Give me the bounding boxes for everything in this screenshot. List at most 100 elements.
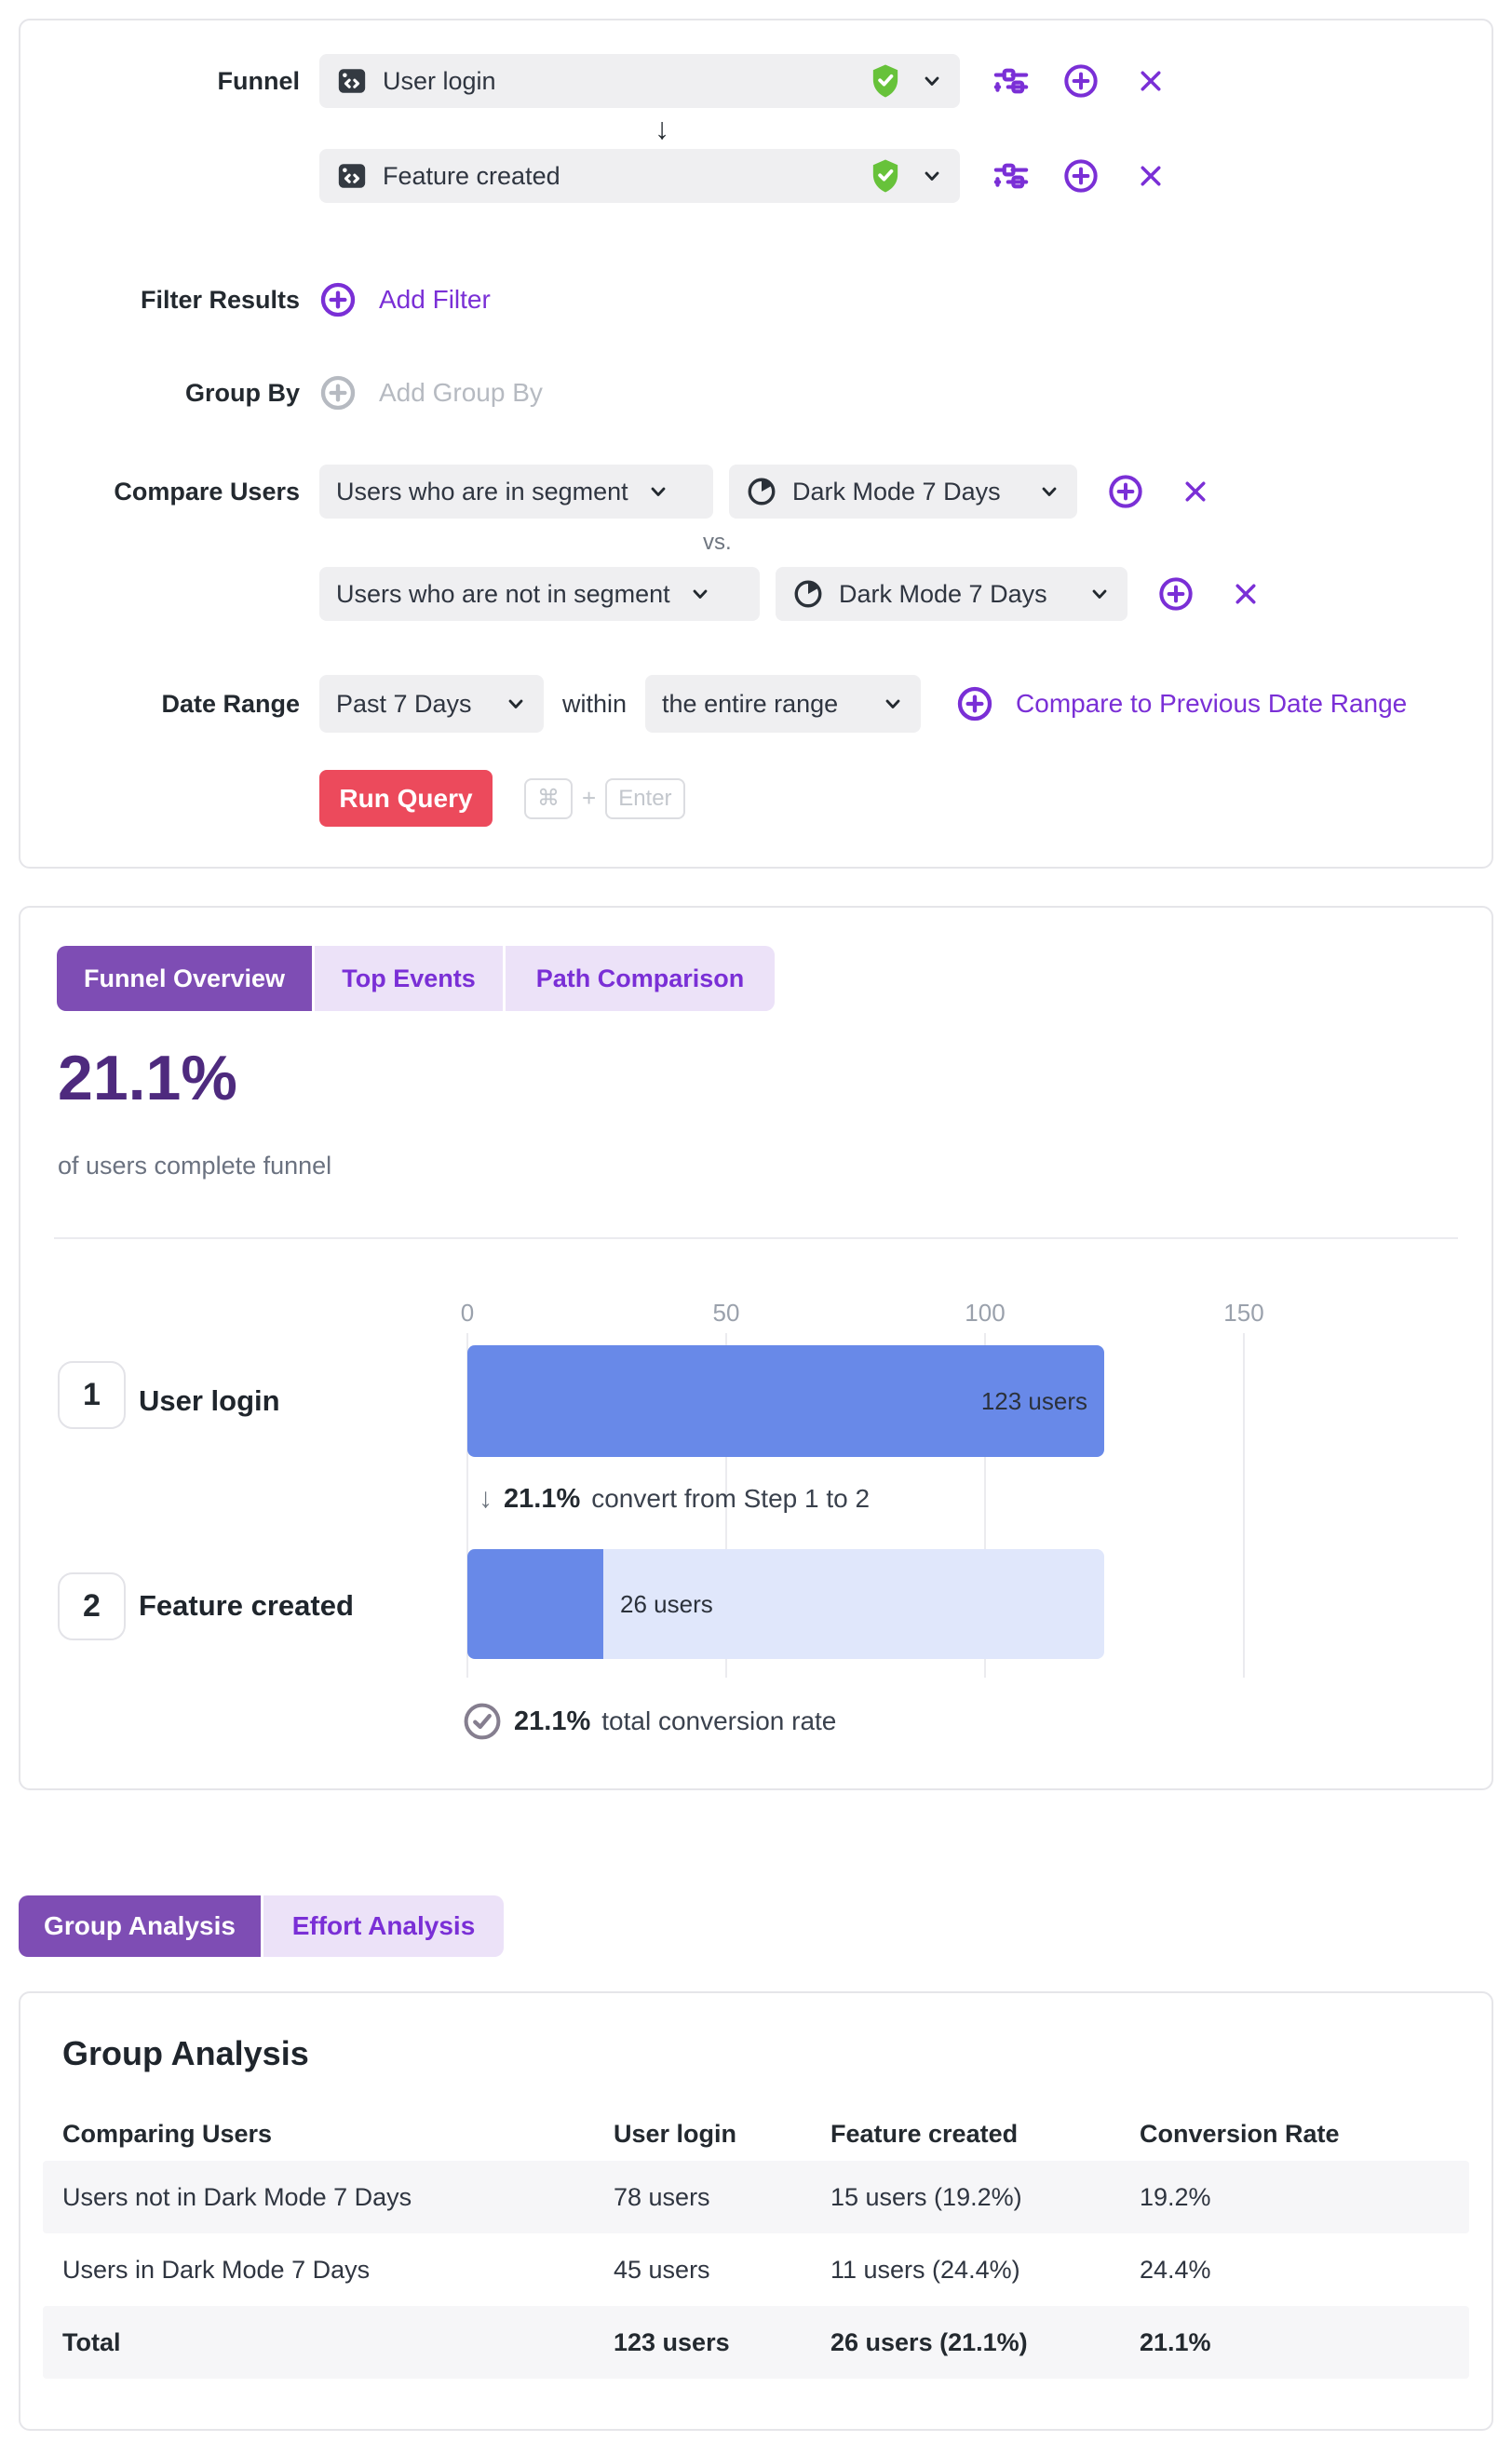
results-tab-bar: Funnel Overview Top Events Path Comparis… — [57, 946, 775, 1011]
add-comparison-button[interactable] — [1107, 473, 1144, 510]
remove-step-1-button[interactable] — [1137, 67, 1165, 95]
run-query-button[interactable]: Run Query — [319, 770, 493, 827]
conversion-headline-caption: of users complete funnel — [58, 1152, 332, 1180]
segment-dropdown[interactable]: Dark Mode 7 Days — [776, 567, 1127, 621]
column-header: Comparing Users — [62, 2119, 273, 2148]
group-by-row: Group By Add Group By — [20, 366, 1492, 420]
tab-path-comparison[interactable]: Path Comparison — [506, 946, 775, 1011]
segment-dropdown[interactable]: Dark Mode 7 Days — [729, 465, 1077, 519]
group-by-label: Group By — [184, 378, 300, 407]
run-query-row: Run Query ⌘ + Enter — [20, 770, 1492, 827]
filter-results-label: Filter Results — [140, 285, 300, 314]
tab-group-analysis[interactable]: Group Analysis — [19, 1895, 261, 1957]
plus-circle-icon — [956, 685, 993, 722]
step-1-label: User login — [139, 1384, 280, 1417]
step-2-label: Feature created — [139, 1589, 354, 1622]
plus-circle-icon — [1062, 157, 1100, 195]
cell-feature-created: 26 users (21.1%) — [830, 2327, 1028, 2356]
x-axis-tick: 50 — [712, 1299, 740, 1327]
close-icon — [1137, 67, 1165, 95]
event-icon — [336, 160, 368, 192]
table-header-row: Comparing Users User login Feature creat… — [43, 2107, 1469, 2161]
group-analysis-title: Group Analysis — [62, 2034, 309, 2072]
add-filter-button[interactable]: Add Filter — [319, 281, 491, 318]
range-scope-dropdown[interactable]: the entire range — [645, 675, 922, 733]
tab-top-events[interactable]: Top Events — [315, 946, 503, 1011]
add-group-by-label: Add Group By — [379, 378, 543, 407]
remove-step-2-button[interactable] — [1137, 162, 1165, 190]
cell-comparing-users: Total — [62, 2327, 121, 2356]
segment-clause-dropdown[interactable]: Users who are in segment — [319, 465, 713, 519]
column-header: Conversion Rate — [1140, 2119, 1340, 2148]
sliders-icon — [992, 157, 1031, 195]
down-arrow-icon: ↓ — [479, 1483, 493, 1514]
cell-conversion-rate: 24.4% — [1140, 2255, 1211, 2284]
chevron-down-icon — [921, 70, 943, 92]
step-2-count: 26 users — [620, 1589, 713, 1618]
event-selector-step-2[interactable]: Feature created — [319, 149, 960, 203]
check-circle-icon — [462, 1701, 503, 1742]
chevron-down-icon — [1038, 480, 1060, 503]
tab-funnel-overview[interactable]: Funnel Overview — [57, 946, 312, 1011]
event-selector-step-1[interactable]: User login — [319, 54, 960, 108]
add-group-by-button[interactable]: Add Group By — [319, 374, 543, 411]
shortcut-plus: + — [582, 784, 597, 812]
step-conversion-annotation: ↓ 21.1% convert from Step 1 to 2 — [479, 1483, 870, 1515]
table-row[interactable]: Users in Dark Mode 7 Days 45 users 11 us… — [43, 2233, 1469, 2306]
funnel-row-2: Feature created — [20, 149, 1492, 203]
step-filter-button[interactable] — [992, 62, 1031, 100]
step-1-bar[interactable]: 123 users — [467, 1345, 1104, 1457]
x-axis-tick: 100 — [965, 1299, 1006, 1327]
event-icon — [336, 65, 368, 97]
group-analysis-table: Comparing Users User login Feature creat… — [20, 2107, 1492, 2379]
within-label: within — [562, 689, 628, 718]
table-total-row[interactable]: Total 123 users 26 users (21.1%) 21.1% — [43, 2306, 1469, 2379]
step-number: 2 — [83, 1588, 101, 1624]
add-step-after-1-button[interactable] — [1062, 62, 1100, 100]
segment-clause-value: Users who are in segment — [336, 477, 628, 506]
step-2-badge: 2 — [58, 1572, 126, 1640]
date-range-label: Date Range — [161, 689, 300, 718]
step-conversion-value: 21.1% — [504, 1483, 581, 1514]
plus-circle-icon — [1107, 473, 1144, 510]
table-row[interactable]: Users not in Dark Mode 7 Days 78 users 1… — [43, 2161, 1469, 2233]
range-scope-value: the entire range — [662, 689, 839, 718]
step-filter-button[interactable] — [992, 157, 1031, 195]
group-analysis-card: Group Analysis Comparing Users User logi… — [19, 1991, 1493, 2431]
compare-users-label: Compare Users — [114, 477, 300, 506]
segment-clause-dropdown[interactable]: Users who are not in segment — [319, 567, 760, 621]
sliders-icon — [992, 62, 1031, 100]
step-connector-row: ↓ — [20, 108, 1492, 149]
total-conversion-value: 21.1% — [514, 1706, 591, 1736]
cell-feature-created: 11 users (24.4%) — [830, 2255, 1020, 2284]
gridline — [1243, 1333, 1245, 1678]
compare-previous-date-range-button[interactable]: Compare to Previous Date Range — [956, 685, 1407, 722]
date-range-dropdown[interactable]: Past 7 Days — [319, 675, 544, 733]
remove-comparison-button[interactable] — [1181, 478, 1209, 506]
conversion-headline-value: 21.1% — [58, 1043, 237, 1113]
segment-value: Dark Mode 7 Days — [792, 477, 1001, 506]
gridline — [466, 1333, 468, 1678]
add-step-after-2-button[interactable] — [1062, 157, 1100, 195]
segment-value: Dark Mode 7 Days — [839, 579, 1047, 608]
add-comparison-button[interactable] — [1157, 575, 1195, 613]
gridline — [725, 1333, 727, 1678]
close-icon — [1137, 162, 1165, 190]
cell-user-login: 78 users — [614, 2182, 710, 2211]
step-1-count: 123 users — [980, 1386, 1087, 1415]
step-connector-arrow-icon: ↓ — [655, 111, 669, 145]
vs-label: vs. — [703, 530, 732, 555]
keyboard-shortcut-hint: ⌘ + Enter — [524, 777, 685, 819]
step-conversion-text: convert from Step 1 to 2 — [591, 1484, 871, 1513]
chevron-down-icon — [689, 583, 711, 605]
remove-comparison-button[interactable] — [1232, 580, 1260, 608]
step-2-bar-track[interactable]: 26 users — [467, 1549, 1104, 1659]
tab-effort-analysis[interactable]: Effort Analysis — [263, 1895, 504, 1957]
funnel-label: Funnel — [217, 66, 301, 95]
analysis-tab-bar: Group Analysis Effort Analysis — [19, 1895, 504, 1957]
query-builder-card: Funnel User login — [19, 19, 1493, 869]
chevron-down-icon — [1088, 583, 1111, 605]
step-1-badge: 1 — [58, 1361, 126, 1429]
segment-clause-value: Users who are not in segment — [336, 579, 670, 608]
plus-circle-icon — [319, 374, 357, 411]
